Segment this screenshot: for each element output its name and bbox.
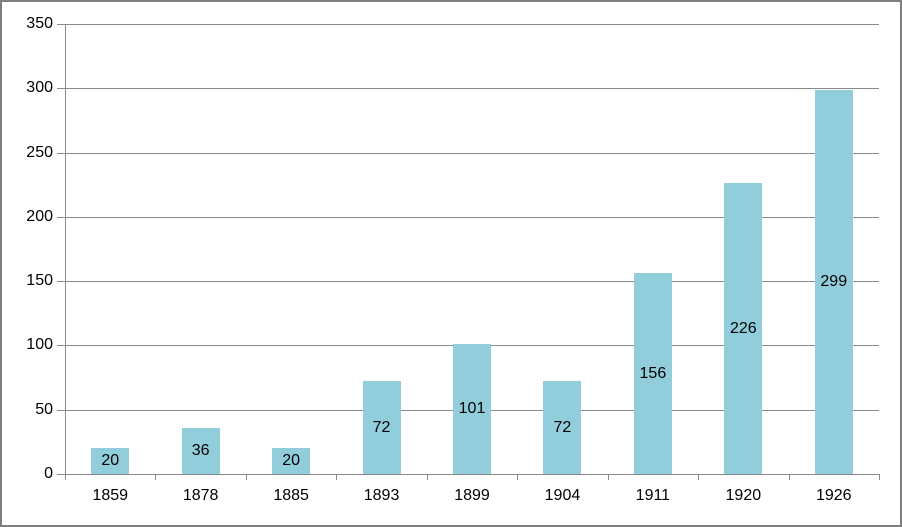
x-axis-tick-label: 1911: [635, 487, 671, 504]
y-axis-tick-label: 250: [26, 143, 53, 161]
x-axis-tick-label: 1885: [273, 487, 309, 504]
x-axis-tick: [517, 474, 519, 480]
bar-value-label: 20: [101, 452, 120, 470]
y-axis-tick: [57, 474, 65, 475]
gridline: [65, 281, 879, 283]
y-axis-tick-label: 0: [44, 465, 53, 482]
y-axis-tick: [57, 152, 65, 154]
bar: [633, 273, 672, 474]
x-axis-tick-label: 1920: [725, 487, 762, 504]
bar: [814, 89, 853, 474]
bar: [272, 448, 311, 474]
x-axis-tick-label: 1893: [363, 487, 400, 504]
bar-value-label: 20: [282, 452, 300, 470]
x-axis-tick: [788, 474, 790, 480]
gridline: [65, 216, 879, 218]
y-axis-tick: [57, 88, 65, 90]
x-axis-tick: [607, 474, 609, 480]
y-axis-tick: [57, 24, 65, 25]
x-axis-tick: [155, 474, 157, 480]
bar: [362, 381, 401, 474]
bar: [453, 344, 491, 474]
x-axis-line: [65, 474, 879, 475]
x-axis-tick: [245, 474, 247, 480]
x-axis-tick-label: 1926: [815, 487, 852, 504]
y-axis-tick: [57, 216, 65, 218]
y-axis-tick-label: 350: [26, 15, 53, 32]
bar: [181, 427, 220, 474]
x-axis-tick-label: 1859: [92, 487, 129, 504]
x-axis-tick-label: 1899: [454, 487, 490, 504]
bar: [91, 448, 130, 474]
gridline: [65, 152, 879, 154]
y-axis-tick: [57, 345, 65, 347]
bar: [543, 381, 582, 474]
y-axis-tick-label: 150: [26, 272, 53, 290]
bar-value-label: 72: [372, 418, 391, 436]
y-axis-tick-label: 50: [35, 400, 53, 418]
y-axis-tick: [57, 409, 65, 411]
x-axis-tick-label: 1878: [182, 487, 219, 504]
y-axis-line: [65, 24, 66, 474]
bar-value-label: 72: [553, 418, 572, 436]
x-axis-tick: [698, 474, 700, 480]
bar-value-label: 101: [458, 400, 486, 418]
x-axis-tick: [426, 474, 428, 480]
bar-value-label: 299: [820, 272, 848, 290]
y-axis-tick-label: 300: [26, 79, 53, 97]
gridline: [65, 88, 879, 90]
bar: [724, 183, 763, 474]
y-axis-tick-label: 100: [26, 336, 53, 354]
bar-value-label: 36: [191, 441, 210, 459]
y-axis-tick-label: 200: [26, 207, 53, 225]
bar-value-label: 226: [729, 319, 757, 337]
x-axis-tick: [65, 474, 66, 480]
bar-value-label: 156: [639, 364, 667, 382]
x-axis-tick-label: 1904: [544, 487, 581, 504]
x-axis-tick: [879, 474, 880, 480]
x-axis-tick: [336, 474, 338, 480]
y-axis-tick: [57, 281, 65, 283]
gridline: [65, 24, 879, 25]
